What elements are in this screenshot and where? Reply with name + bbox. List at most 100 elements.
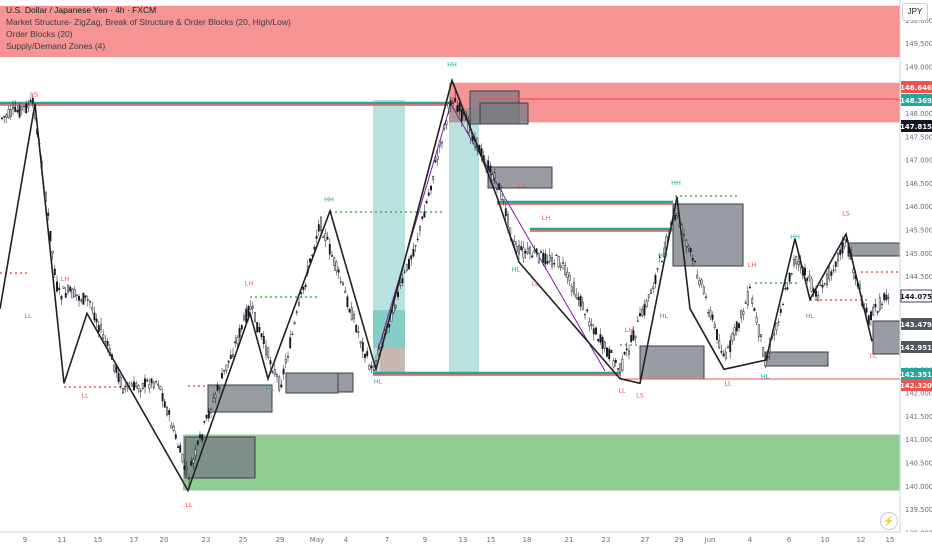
candle-body: [348, 308, 351, 313]
candle-body: [828, 266, 831, 280]
time-tick: 4: [748, 536, 753, 544]
candle-body: [562, 262, 564, 264]
candle-body: [601, 336, 604, 349]
candle-body: [445, 120, 448, 126]
time-tick: May: [310, 536, 324, 544]
order-block: [872, 320, 901, 355]
candle-body: [117, 373, 120, 382]
candle-body: [210, 409, 212, 414]
candle-body: [342, 282, 344, 286]
candle-body: [124, 385, 127, 390]
candle-body: [456, 105, 459, 113]
price-label: 142.320: [900, 382, 932, 390]
candle-body: [449, 100, 452, 106]
candle-body: [251, 306, 254, 309]
candle-body: [137, 385, 140, 390]
swing-label: HL: [512, 265, 521, 273]
candle-body: [122, 388, 124, 394]
candle-body: [199, 434, 201, 438]
candle-body: [337, 269, 340, 273]
chart-title[interactable]: U.S. Dollar / Japanese Yen · 4h · FXCM: [6, 5, 157, 15]
candle-body: [841, 242, 844, 254]
swing-label: LH: [748, 261, 757, 269]
candle-body: [700, 279, 703, 285]
candle-body: [313, 246, 316, 250]
price-label-bg: [901, 379, 932, 391]
candle-body: [419, 225, 421, 231]
candle-body: [724, 351, 727, 359]
price-tick: 145.000: [905, 250, 932, 258]
candle-body: [738, 323, 740, 329]
time-tick: 23: [202, 536, 211, 544]
zigzag-line: [0, 77, 873, 493]
candle-body: [130, 383, 133, 387]
candle-body: [141, 382, 144, 389]
time-tick: 12: [857, 536, 866, 544]
time-tick: 15: [886, 536, 895, 544]
time-tick: 27: [641, 536, 650, 544]
candle-body: [586, 309, 589, 312]
candle-body: [364, 353, 366, 358]
candle-body: [51, 250, 54, 254]
candle-body: [782, 303, 784, 306]
price-label-bg: [901, 368, 932, 380]
candle-body: [232, 354, 234, 357]
candle-body: [49, 231, 52, 242]
price-tick: 140.500: [905, 460, 932, 468]
indicator-market-structure[interactable]: Market Structure- ZigZag, Break of Struc…: [6, 17, 291, 27]
candle-body: [643, 304, 646, 316]
candle-body: [526, 247, 529, 254]
candle-body: [865, 307, 868, 313]
price-tick: 148.000: [905, 110, 932, 118]
candle-body: [152, 382, 155, 388]
candle-body: [753, 308, 756, 312]
candle-body: [47, 212, 50, 216]
currency-selector[interactable]: JPY: [902, 3, 928, 21]
candle-body: [421, 216, 424, 219]
candle-body: [500, 191, 503, 200]
candle-body: [775, 323, 778, 331]
candle-body: [834, 261, 837, 267]
candle-body: [498, 183, 501, 191]
swing-label: LH: [245, 279, 254, 287]
candle-body: [56, 281, 58, 292]
candle-body: [590, 324, 593, 327]
candle-body: [218, 386, 221, 389]
trendline: [377, 109, 450, 351]
candle-body: [214, 394, 217, 398]
candle-body: [102, 334, 105, 339]
candle-body: [416, 238, 419, 240]
candle-body: [289, 337, 292, 349]
demand-zone: [183, 434, 900, 491]
candle-body: [808, 275, 811, 278]
candle-body: [815, 290, 817, 297]
candle-body: [14, 106, 17, 112]
candle-body: [271, 371, 274, 374]
swing-label: LL: [81, 391, 89, 399]
candle-body: [661, 261, 663, 263]
candle-body: [258, 326, 261, 333]
candle-body: [533, 250, 536, 253]
candle-body: [777, 321, 780, 323]
candle-body: [819, 284, 822, 287]
indicator-order-blocks[interactable]: Order Blocks (20): [6, 29, 73, 39]
candle-body: [513, 241, 516, 246]
candle-body: [568, 274, 571, 281]
price-label: 147.815: [900, 123, 932, 131]
candle-body: [104, 340, 107, 343]
candle-body: [493, 172, 496, 179]
candle-body: [520, 246, 523, 251]
candle-body: [656, 268, 659, 270]
candle-body: [207, 410, 210, 419]
lightning-icon[interactable]: ⚡: [880, 512, 898, 530]
candle-body: [372, 369, 375, 371]
candle-body: [636, 320, 639, 322]
candle-body: [793, 259, 795, 266]
candle-body: [542, 252, 545, 263]
candle-body: [249, 305, 252, 310]
candle-body: [654, 275, 657, 284]
candle-body: [216, 384, 219, 391]
indicator-supply-demand[interactable]: Supply/Demand Zones (4): [6, 41, 106, 51]
